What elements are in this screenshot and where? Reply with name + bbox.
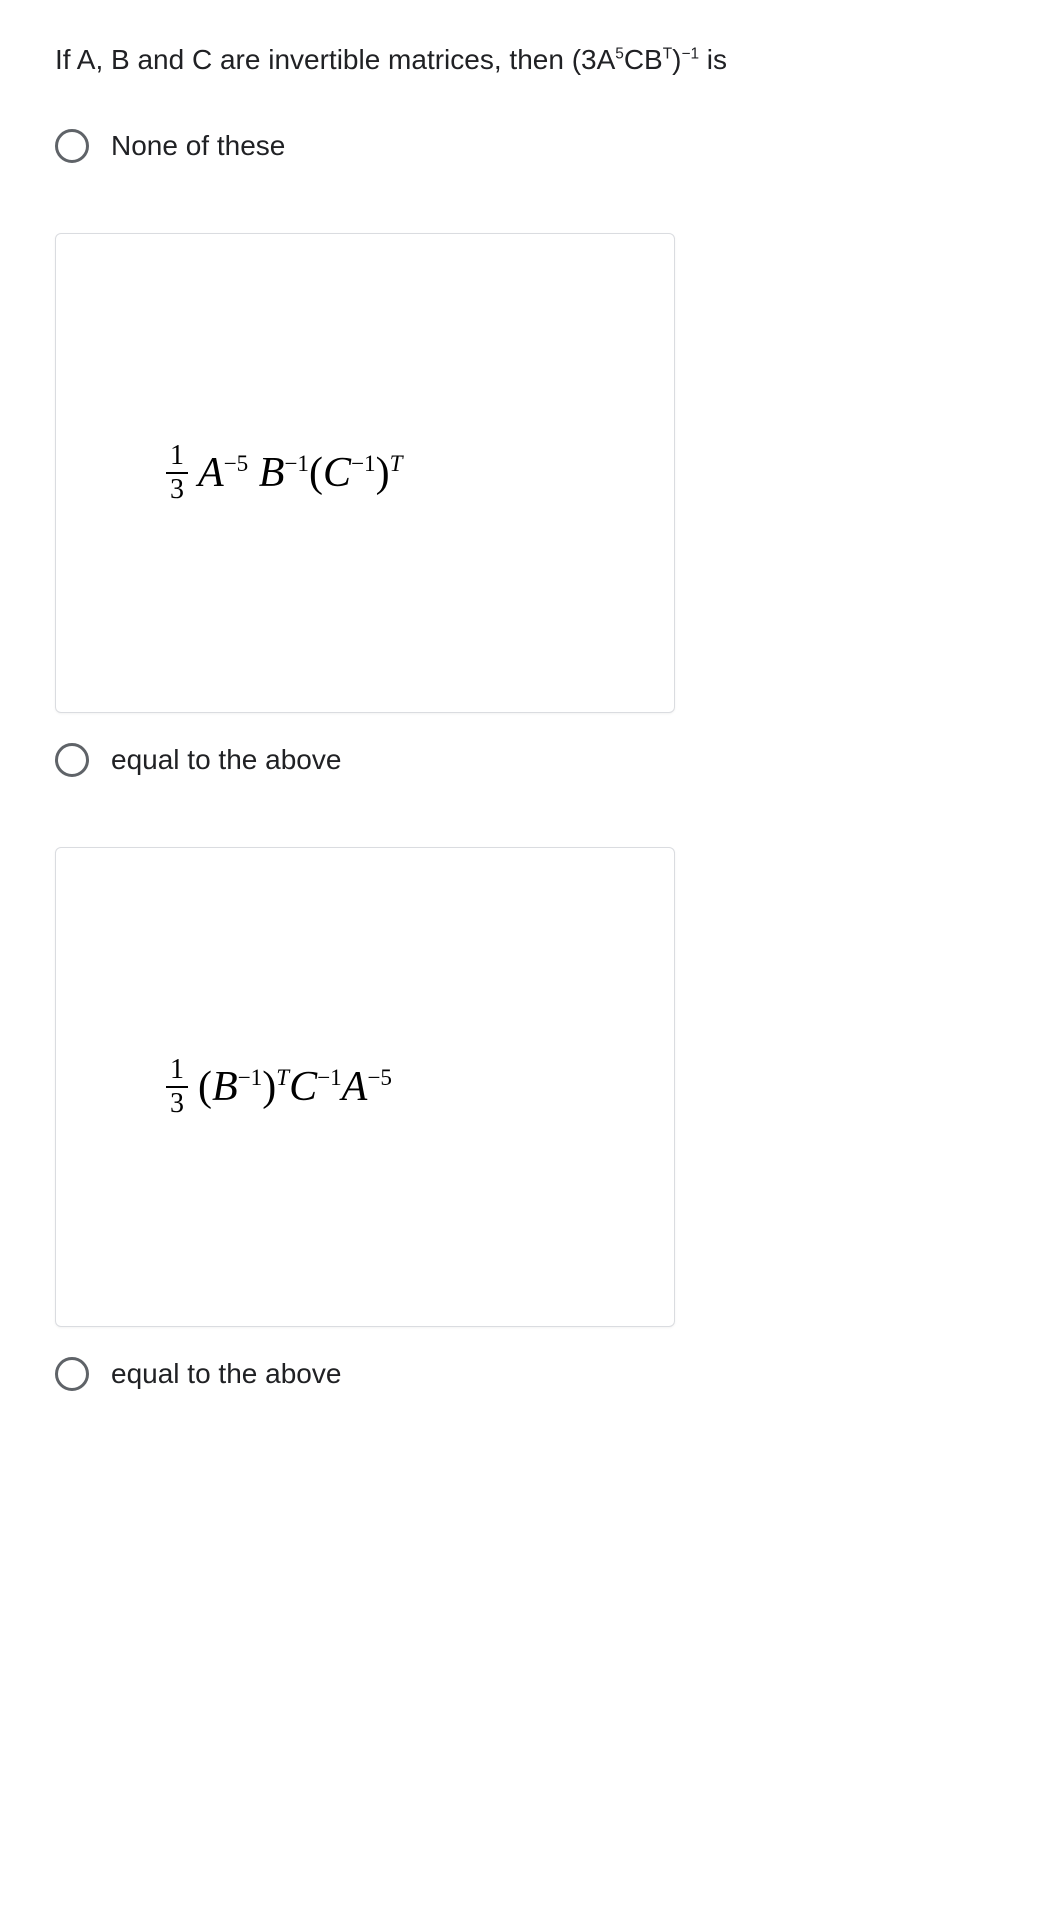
option-none[interactable]: None of these [55, 129, 1009, 163]
option-equal-1[interactable]: equal to the above [55, 743, 1009, 777]
fraction-2: 1 3 [166, 1056, 188, 1118]
option-label: equal to the above [111, 744, 341, 776]
f1-part: A−5 B−1(C−1)T [198, 449, 402, 497]
question-mid1: CB [624, 44, 663, 75]
frac2-num: 1 [166, 1056, 188, 1088]
radio-icon[interactable] [55, 129, 89, 163]
formula-1: 1 3 A−5 B−1(C−1)T [166, 442, 402, 504]
question-prefix: If A, B and C are invertible matrices, t… [55, 44, 615, 75]
question-text: If A, B and C are invertible matrices, t… [55, 40, 1009, 79]
radio-icon[interactable] [55, 1357, 89, 1391]
question-sup1: 5 [615, 46, 624, 63]
option-label: None of these [111, 130, 285, 162]
f2-part: (B−1)TC−1A−5 [198, 1063, 392, 1111]
question-suffix: is [699, 44, 727, 75]
frac2-den: 3 [166, 1088, 188, 1118]
option-equal-2[interactable]: equal to the above [55, 1357, 1009, 1391]
frac1-num: 1 [166, 442, 188, 474]
fraction-1: 1 3 [166, 442, 188, 504]
question-sup3: −1 [681, 46, 699, 63]
option-label: equal to the above [111, 1358, 341, 1390]
formula-box-1: 1 3 A−5 B−1(C−1)T [55, 233, 675, 713]
formula-box-2: 1 3 (B−1)TC−1A−5 [55, 847, 675, 1327]
frac1-den: 3 [166, 474, 188, 504]
radio-icon[interactable] [55, 743, 89, 777]
question-sup2: T [663, 46, 672, 63]
formula-2: 1 3 (B−1)TC−1A−5 [166, 1056, 392, 1118]
